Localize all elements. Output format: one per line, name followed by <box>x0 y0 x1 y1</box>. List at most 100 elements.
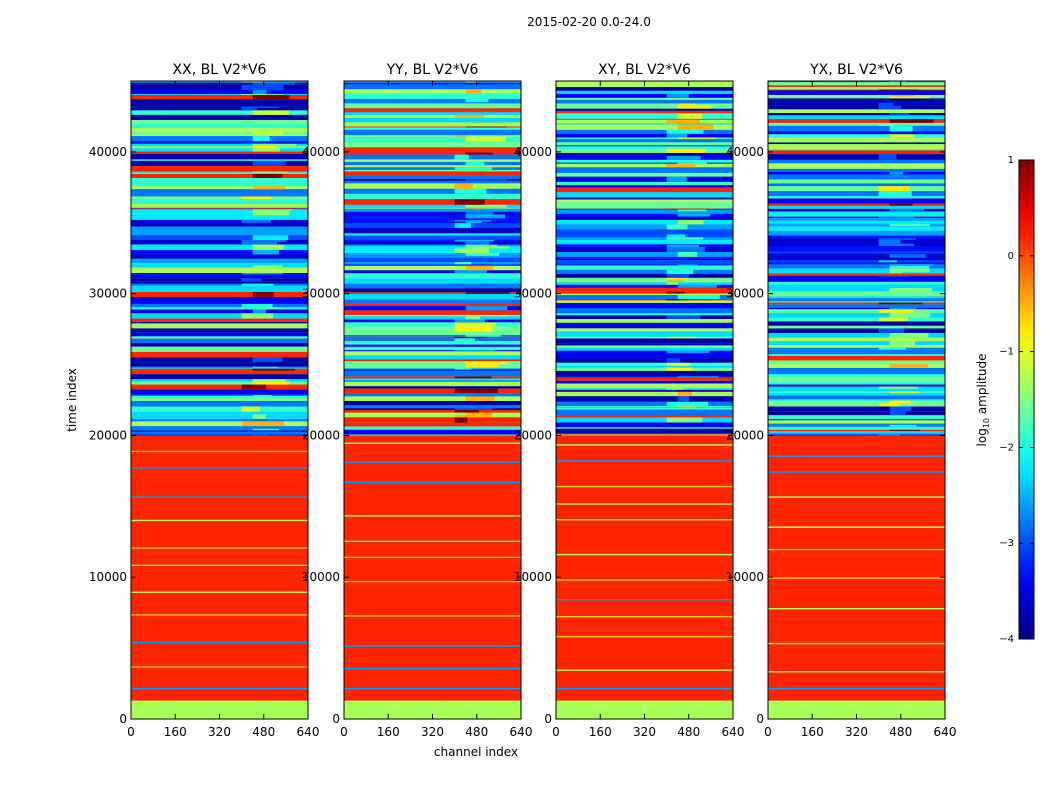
stripe <box>344 204 521 208</box>
stripe <box>344 351 521 356</box>
rfi-patch <box>677 264 698 266</box>
stripe <box>344 171 521 176</box>
stripe <box>344 152 521 155</box>
stripe <box>344 248 521 254</box>
stripe <box>131 208 308 211</box>
stripe <box>768 376 945 383</box>
rfi-patch <box>454 248 490 254</box>
stripe <box>768 321 945 326</box>
stripe <box>556 269 733 274</box>
stripe <box>768 341 945 345</box>
stripe <box>556 376 733 378</box>
stripe <box>344 350 521 352</box>
colorbar-tick-label: −3 <box>999 538 1014 549</box>
stripe <box>768 355 945 361</box>
stripe <box>768 273 945 276</box>
stripe <box>344 400 521 406</box>
stripe <box>344 114 521 118</box>
stripe <box>131 283 308 286</box>
rfi-patch <box>465 98 489 103</box>
stripe <box>344 273 521 276</box>
stripe <box>768 96 945 99</box>
rfi-patch <box>666 155 701 160</box>
rfi-patch <box>454 376 492 379</box>
stripe <box>556 86 733 91</box>
rfi-patch <box>878 238 916 240</box>
stripe <box>131 397 308 401</box>
stripe <box>768 393 945 396</box>
stripe <box>344 98 521 103</box>
rfi-patch <box>889 272 902 274</box>
rfi-patch <box>889 94 915 97</box>
x-axis-label: channel index <box>434 745 518 759</box>
colorbar-tick-label: −4 <box>999 634 1014 645</box>
rfi-patch <box>454 220 492 222</box>
rfi-patch <box>252 90 267 94</box>
stripe <box>344 275 521 279</box>
rfi-patch <box>677 213 710 217</box>
stripe <box>131 278 308 282</box>
rfi-patch <box>241 272 284 275</box>
stripe <box>131 151 308 154</box>
rfi-patch <box>889 307 917 310</box>
rfi-patch <box>889 254 926 258</box>
stripe <box>768 388 945 392</box>
stripe <box>344 408 521 410</box>
y-tick-label: 0 <box>756 712 764 726</box>
stripe <box>344 303 521 307</box>
rfi-patch <box>241 142 272 144</box>
stripe <box>556 172 733 177</box>
stripe <box>344 314 521 317</box>
rfi-patch <box>889 112 910 116</box>
stripe <box>344 175 521 179</box>
stripe <box>556 389 733 392</box>
stripe <box>344 84 521 90</box>
stripe <box>344 207 521 209</box>
stripe <box>768 399 945 401</box>
stripe <box>768 272 945 274</box>
rfi-patch <box>889 264 934 266</box>
panels: XX, BL V2*V6 0 160 320 480 640 0 10000 20000 3000… <box>89 62 957 739</box>
stripe <box>556 197 733 200</box>
rfi-patch <box>889 265 930 269</box>
stripe <box>131 99 308 101</box>
rfi-patch <box>454 114 485 118</box>
rfi-patch <box>878 124 894 126</box>
stripe <box>131 370 308 375</box>
y-tick-label: 30000 <box>302 287 340 301</box>
stripe <box>768 191 945 197</box>
stripe <box>344 214 521 219</box>
stripe <box>131 265 308 268</box>
rfi-patch <box>252 428 280 431</box>
stripe <box>131 389 308 395</box>
stripe <box>556 239 733 243</box>
heatmap-yy <box>344 81 521 719</box>
rfi-patch <box>465 292 510 294</box>
stripe <box>556 144 733 147</box>
stripe <box>131 547 308 549</box>
x-tick-label: 160 <box>164 725 187 739</box>
stripe <box>556 291 733 294</box>
stripe <box>131 119 308 125</box>
stripe <box>556 401 733 407</box>
stripe <box>344 293 521 300</box>
stripe <box>344 299 521 304</box>
stripe <box>131 338 308 342</box>
stripe <box>344 322 521 327</box>
rfi-patch <box>241 239 286 242</box>
stripe <box>768 496 945 498</box>
stripe <box>556 229 733 235</box>
rfi-patch <box>454 239 495 242</box>
stripe <box>556 108 733 111</box>
stripe <box>768 301 945 303</box>
rfi-patch <box>889 171 904 175</box>
rfi-patch <box>666 224 688 230</box>
stripe <box>556 460 733 462</box>
stripe <box>556 105 733 109</box>
stripe <box>556 110 733 112</box>
stripe <box>131 357 308 363</box>
stripe <box>768 332 945 338</box>
rfi-patch <box>889 391 921 394</box>
stripe <box>131 614 308 616</box>
stripe <box>344 422 521 427</box>
